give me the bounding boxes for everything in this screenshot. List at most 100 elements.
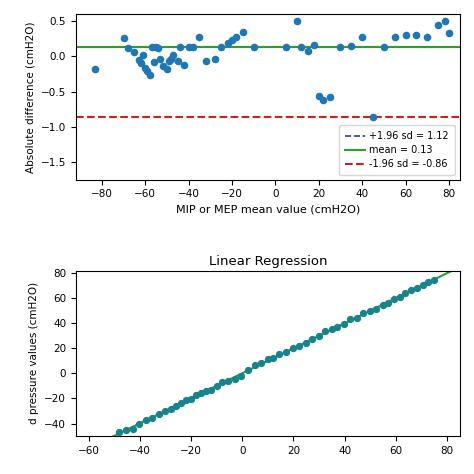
Point	[295, 342, 303, 350]
Point	[434, 21, 442, 28]
Point	[237, 372, 245, 379]
Point	[218, 44, 225, 51]
Point	[412, 32, 420, 39]
Point	[328, 326, 336, 333]
Point	[228, 36, 236, 43]
Point	[269, 355, 277, 362]
Point	[251, 361, 258, 369]
Point	[213, 382, 220, 390]
Point	[131, 48, 138, 56]
Point	[167, 405, 174, 412]
Point	[182, 396, 190, 403]
Point	[155, 44, 162, 52]
Y-axis label: Absolute difference (cmH2O): Absolute difference (cmH2O)	[25, 21, 35, 173]
Point	[430, 276, 438, 284]
Point	[425, 278, 432, 286]
Point	[152, 44, 160, 51]
Point	[366, 308, 374, 315]
Point	[293, 18, 301, 25]
Point	[181, 61, 188, 69]
Point	[231, 375, 239, 383]
Point	[233, 34, 240, 41]
Point	[391, 34, 399, 41]
Point	[283, 44, 290, 51]
Point	[289, 344, 296, 352]
Point	[139, 51, 147, 59]
Point	[129, 425, 137, 432]
Point	[445, 29, 453, 37]
Point	[146, 71, 154, 79]
Point	[144, 67, 151, 74]
Point	[407, 286, 415, 294]
Point	[142, 416, 149, 424]
Point	[384, 299, 392, 307]
Point	[380, 44, 388, 51]
Point	[170, 51, 177, 59]
Point	[165, 57, 173, 64]
Point	[358, 34, 366, 41]
Point	[174, 57, 182, 64]
Point	[185, 44, 192, 51]
Point	[333, 323, 341, 330]
Point	[402, 32, 410, 39]
Point	[198, 390, 205, 397]
Point	[218, 378, 226, 386]
Point	[282, 348, 290, 356]
Point	[373, 305, 380, 312]
Point	[156, 55, 164, 63]
Point	[302, 339, 310, 346]
Point	[244, 366, 252, 374]
Point	[353, 314, 360, 322]
Point	[135, 56, 143, 64]
Y-axis label: d pressure values (cmH2O): d pressure values (cmH2O)	[29, 283, 39, 424]
Point	[441, 18, 448, 25]
Point	[315, 92, 323, 100]
Point	[91, 65, 99, 73]
Point	[148, 414, 156, 422]
Point	[379, 301, 387, 309]
Point	[155, 410, 163, 418]
Point	[172, 402, 180, 410]
Point	[419, 281, 427, 289]
Point	[309, 335, 316, 343]
Point	[120, 34, 128, 42]
Point	[137, 60, 145, 67]
Point	[337, 44, 344, 51]
Point	[257, 359, 265, 367]
Point	[224, 39, 231, 47]
Point	[225, 377, 232, 385]
Point	[369, 113, 377, 121]
Point	[176, 44, 184, 51]
X-axis label: MIP or MEP mean value (cmH2O): MIP or MEP mean value (cmH2O)	[176, 205, 360, 215]
Point	[208, 386, 215, 393]
Title: Linear Regression: Linear Regression	[209, 255, 327, 268]
Point	[202, 57, 210, 64]
Point	[304, 47, 312, 55]
Point	[326, 93, 333, 101]
Point	[135, 420, 143, 428]
Point	[298, 44, 305, 51]
Point	[159, 63, 166, 70]
Point	[401, 290, 409, 297]
Point	[187, 396, 195, 403]
Point	[250, 44, 257, 51]
Point	[396, 293, 403, 301]
Point	[340, 320, 347, 328]
Point	[390, 296, 398, 303]
Point	[423, 34, 431, 41]
Point	[310, 41, 318, 49]
Point	[211, 55, 219, 63]
Point	[163, 65, 171, 73]
Point	[192, 391, 200, 399]
Point	[189, 44, 197, 51]
Point	[167, 55, 175, 63]
Point	[239, 28, 246, 36]
Point	[346, 316, 354, 323]
Point	[413, 284, 421, 292]
Point	[321, 328, 329, 335]
Point	[141, 64, 149, 72]
Legend: +1.96 sd = 1.12, mean = 0.13, -1.96 sd = -0.86: +1.96 sd = 1.12, mean = 0.13, -1.96 sd =…	[339, 125, 455, 175]
Point	[202, 387, 210, 394]
Point	[264, 356, 272, 363]
Point	[148, 43, 155, 50]
